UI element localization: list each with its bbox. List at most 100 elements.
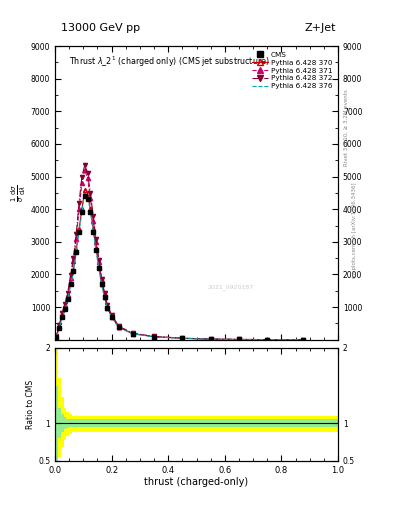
- CMS: [71, 268, 76, 274]
- Pythia 6.428 371: [62, 303, 67, 309]
- Pythia 6.428 376: [83, 190, 87, 196]
- Pythia 6.428 370: [105, 305, 110, 311]
- Pythia 6.428 370: [57, 324, 62, 330]
- CMS: [109, 314, 114, 320]
- Pythia 6.428 372: [71, 255, 76, 261]
- Pythia 6.428 370: [62, 305, 67, 311]
- CMS: [208, 336, 213, 342]
- Pythia 6.428 370: [65, 295, 70, 301]
- Pythia 6.428 372: [99, 275, 104, 282]
- Pythia 6.428 371: [300, 336, 305, 343]
- Pythia 6.428 370: [68, 280, 73, 286]
- Pythia 6.428 372: [85, 170, 90, 177]
- Pythia 6.428 370: [77, 226, 81, 232]
- Pythia 6.428 376: [91, 229, 95, 235]
- Pythia 6.428 371: [60, 311, 64, 317]
- CMS: [60, 314, 64, 320]
- CMS: [91, 229, 95, 235]
- Line: Pythia 6.428 371: Pythia 6.428 371: [54, 168, 305, 342]
- Pythia 6.428 376: [99, 282, 104, 288]
- Text: 2021_II920187: 2021_II920187: [208, 284, 253, 290]
- Pythia 6.428 371: [68, 274, 73, 281]
- Pythia 6.428 371: [237, 336, 241, 343]
- Pythia 6.428 370: [99, 281, 104, 287]
- Pythia 6.428 376: [180, 335, 185, 342]
- CMS: [88, 209, 93, 216]
- Pythia 6.428 370: [130, 331, 135, 337]
- Pythia 6.428 370: [60, 313, 64, 319]
- Pythia 6.428 376: [85, 193, 90, 199]
- Pythia 6.428 371: [265, 336, 270, 343]
- CMS: [83, 193, 87, 199]
- CMS: [265, 336, 270, 343]
- Pythia 6.428 371: [88, 195, 93, 201]
- Pythia 6.428 372: [60, 310, 64, 316]
- Text: mcplots.cern.ch [arXiv:1306.3436]: mcplots.cern.ch [arXiv:1306.3436]: [352, 183, 357, 278]
- Pythia 6.428 372: [54, 333, 59, 339]
- Line: Pythia 6.428 370: Pythia 6.428 370: [54, 187, 305, 342]
- Line: CMS: CMS: [55, 195, 304, 342]
- Pythia 6.428 376: [102, 295, 107, 301]
- Pythia 6.428 371: [105, 304, 110, 310]
- CMS: [130, 330, 135, 336]
- Pythia 6.428 372: [109, 312, 114, 318]
- Pythia 6.428 371: [79, 180, 84, 186]
- CMS: [79, 209, 84, 216]
- Pythia 6.428 370: [54, 333, 59, 339]
- CMS: [68, 281, 73, 287]
- Pythia 6.428 376: [77, 228, 81, 234]
- Pythia 6.428 371: [130, 330, 135, 336]
- Pythia 6.428 370: [180, 335, 185, 342]
- CMS: [65, 296, 70, 302]
- Pythia 6.428 370: [91, 226, 95, 232]
- Line: Pythia 6.428 376: Pythia 6.428 376: [57, 193, 303, 339]
- Pythia 6.428 371: [71, 259, 76, 265]
- CMS: [54, 334, 59, 340]
- Legend: CMS, Pythia 6.428 370, Pythia 6.428 371, Pythia 6.428 372, Pythia 6.428 376: CMS, Pythia 6.428 370, Pythia 6.428 371,…: [250, 50, 334, 92]
- CMS: [300, 336, 305, 343]
- CMS: [74, 248, 79, 254]
- Pythia 6.428 370: [79, 206, 84, 212]
- Pythia 6.428 370: [116, 324, 121, 330]
- Pythia 6.428 370: [265, 336, 270, 343]
- CMS: [152, 333, 156, 339]
- Pythia 6.428 376: [130, 331, 135, 337]
- Pythia 6.428 370: [74, 247, 79, 253]
- Pythia 6.428 372: [116, 323, 121, 329]
- Pythia 6.428 371: [152, 333, 156, 339]
- Y-axis label: Ratio to CMS: Ratio to CMS: [26, 380, 35, 429]
- Pythia 6.428 371: [180, 335, 185, 342]
- Pythia 6.428 371: [208, 336, 213, 342]
- Pythia 6.428 372: [300, 336, 305, 343]
- CMS: [180, 335, 185, 342]
- CMS: [102, 294, 107, 301]
- Pythia 6.428 376: [237, 336, 241, 343]
- Pythia 6.428 376: [54, 334, 59, 340]
- Pythia 6.428 370: [97, 263, 101, 269]
- X-axis label: thrust (charged-only): thrust (charged-only): [145, 477, 248, 487]
- Pythia 6.428 372: [94, 236, 98, 242]
- Pythia 6.428 371: [94, 240, 98, 246]
- CMS: [97, 265, 101, 271]
- Pythia 6.428 372: [88, 190, 93, 196]
- Pythia 6.428 372: [152, 333, 156, 339]
- Pythia 6.428 372: [97, 257, 101, 263]
- Pythia 6.428 372: [91, 214, 95, 220]
- CMS: [57, 325, 62, 331]
- Pythia 6.428 376: [68, 283, 73, 289]
- CMS: [237, 336, 241, 343]
- Pythia 6.428 372: [68, 272, 73, 278]
- Pythia 6.428 372: [62, 301, 67, 307]
- Pythia 6.428 370: [109, 313, 114, 319]
- Pythia 6.428 376: [71, 269, 76, 275]
- Pythia 6.428 370: [85, 190, 90, 196]
- Pythia 6.428 376: [62, 307, 67, 313]
- Pythia 6.428 372: [77, 200, 81, 206]
- Pythia 6.428 376: [94, 248, 98, 254]
- Pythia 6.428 376: [65, 297, 70, 303]
- Pythia 6.428 372: [83, 162, 87, 168]
- Pythia 6.428 376: [74, 249, 79, 255]
- Pythia 6.428 376: [79, 209, 84, 216]
- Pythia 6.428 376: [109, 314, 114, 321]
- Pythia 6.428 371: [65, 292, 70, 298]
